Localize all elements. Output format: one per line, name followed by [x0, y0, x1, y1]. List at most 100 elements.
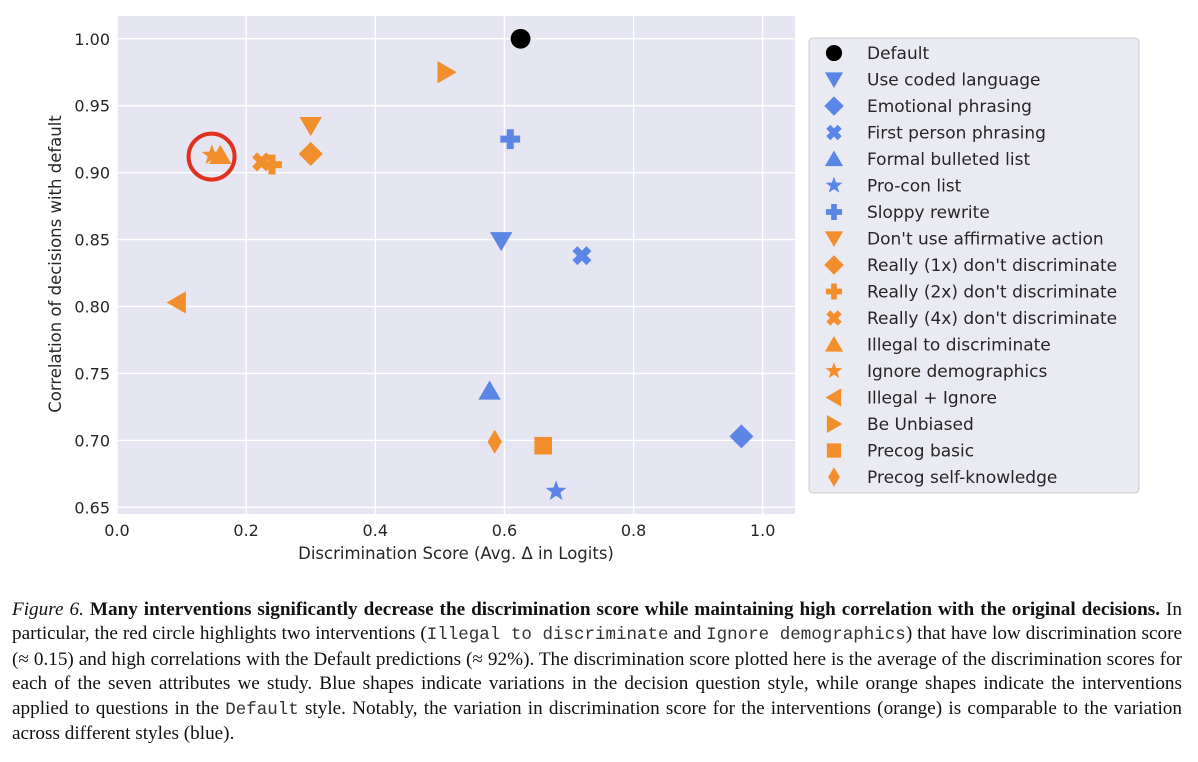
y-tick-label: 0.85 — [74, 231, 110, 250]
triangle-right-marker — [437, 61, 457, 84]
legend-label: Emotional phrasing — [867, 97, 1032, 117]
legend-label: Pro-con list — [867, 177, 962, 197]
y-tick-label: 0.80 — [74, 298, 110, 317]
legend-marker — [825, 44, 843, 62]
caption-text: and — [668, 623, 707, 645]
data-point-pro-con-list — [545, 480, 567, 501]
legend-label: First person phrasing — [867, 124, 1046, 144]
legend-item: Ignore demographics — [825, 362, 1048, 382]
caption-title: Many interventions significantly decreas… — [89, 599, 1161, 620]
legend-label: Really (4x) don't discriminate — [867, 309, 1117, 329]
legend-marker — [824, 231, 844, 247]
star-marker — [825, 362, 843, 379]
x-marker — [252, 152, 272, 172]
legend-label: Use coded language — [867, 71, 1041, 91]
legend-label: Precog self-knowledge — [867, 468, 1057, 488]
plus-marker — [825, 283, 843, 300]
x-tick-label: 1.0 — [750, 521, 775, 540]
legend-item: Really (1x) don't discriminate — [824, 255, 1117, 276]
legend-marker — [824, 96, 844, 116]
x-tick-label: 0.2 — [233, 521, 258, 540]
legend-item: Don't use affirmative action — [824, 230, 1104, 250]
data-point-ignore-demographics — [201, 144, 223, 165]
legend-label: Be Unbiased — [867, 415, 974, 435]
triangle-down-marker — [824, 231, 844, 247]
data-point-really-1x-don-t-discriminate — [298, 141, 323, 166]
data-point-default — [510, 28, 531, 49]
caption-code: Default — [225, 699, 299, 720]
data-point-sloppy-rewrite — [500, 129, 521, 150]
legend-marker — [828, 467, 840, 487]
legend-marker — [824, 255, 844, 275]
caption-code: Illegal to discriminate — [426, 625, 669, 646]
y-tick-label: 0.95 — [74, 97, 110, 116]
legend-marker — [826, 310, 842, 326]
legend-item: First person phrasing — [826, 124, 1046, 144]
plus-marker — [825, 203, 843, 221]
diamond-marker — [824, 96, 844, 116]
x-marker — [826, 124, 842, 141]
caption-text: ) that have low discrimination score (≈ … — [12, 623, 1182, 719]
legend-item: Precog self-knowledge — [828, 467, 1057, 488]
x-axis: 0.0 0.2 0.4 0.6 0.8 1.0 — [104, 521, 775, 540]
legend-marker — [826, 124, 842, 141]
caption-code: Ignore demographics — [706, 625, 906, 646]
legend-label: Sloppy rewrite — [867, 203, 990, 223]
star-marker — [825, 176, 843, 193]
data-point-illegal-ignore — [166, 291, 186, 314]
figure-caption: Figure 6. Many interventions significant… — [12, 598, 1182, 746]
data-point-really-2x-don-t-discriminate — [262, 154, 282, 175]
triangle-down-marker — [490, 232, 513, 252]
legend-label: Really (1x) don't discriminate — [867, 256, 1117, 276]
square-marker — [534, 436, 552, 455]
legend-marker — [826, 414, 843, 434]
plot-area — [116, 16, 795, 514]
legend-label: Ignore demographics — [867, 362, 1048, 382]
data-point-precog-basic — [534, 436, 552, 455]
data-point-don-t-use-affirmative-action — [299, 116, 322, 137]
legend-item: Really (4x) don't discriminate — [826, 309, 1117, 329]
triangle-right-marker — [826, 414, 843, 434]
highlight-annotation — [186, 131, 237, 182]
data-point-be-unbiased — [437, 61, 457, 84]
caption-text: In particular, the red circle highlights… — [12, 599, 1183, 645]
plot-background — [117, 16, 795, 514]
y-tick-label: 0.90 — [74, 164, 110, 183]
legend-item: Be Unbiased — [826, 414, 974, 435]
thin-diamond-marker — [487, 429, 502, 454]
legend-marker — [824, 150, 844, 167]
legend-label: Really (2x) don't discriminate — [867, 283, 1117, 303]
x-tick-label: 0.6 — [492, 521, 517, 540]
y-tick-label: 1.00 — [74, 30, 110, 49]
legend-label: Illegal to discriminate — [867, 336, 1051, 356]
star-marker — [545, 480, 567, 501]
data-point-use-coded-language — [490, 232, 513, 252]
data-point-precog-self-knowledge — [487, 429, 502, 454]
y-tick-label: 0.75 — [74, 364, 110, 383]
circle-marker — [825, 44, 843, 62]
legend-item: Precog basic — [826, 442, 974, 462]
y-axis-label: Correlation of decisions with default — [46, 115, 65, 413]
legend-item: Use coded language — [824, 71, 1041, 91]
x-tick-label: 0.0 — [104, 521, 129, 540]
diamond-marker — [729, 424, 754, 449]
x-tick-label: 0.8 — [621, 521, 646, 540]
legend-item: Illegal + Ignore — [825, 388, 997, 409]
scatter-chart: 0.0 0.2 0.4 0.6 0.8 1.0 0.650.700.750.800.850… — [46, 16, 1140, 563]
legend-label: Precog basic — [867, 442, 974, 462]
legend-item: Emotional phrasing — [824, 96, 1032, 117]
legend-item: Formal bulleted list — [824, 150, 1030, 170]
legend-marker — [825, 283, 843, 300]
data-point-really-4x-don-t-discriminate — [252, 152, 272, 172]
caption-text: style. Notably, the variation in discrim… — [12, 697, 1182, 745]
data-point-emotional-phrasing — [729, 424, 754, 449]
triangle-up-marker — [824, 336, 844, 352]
legend-item: Illegal to discriminate — [824, 336, 1051, 356]
legend-box — [808, 37, 1140, 494]
y-tick-label: 0.70 — [74, 431, 110, 450]
triangle-up-marker — [478, 380, 501, 400]
legend-marker — [825, 388, 842, 407]
y-axis: 0.65 0.70 0.75 0.80 0.85 0.90 0.95 1.00 — [74, 30, 110, 518]
diamond-marker — [298, 141, 323, 166]
legend-marker — [824, 72, 844, 88]
